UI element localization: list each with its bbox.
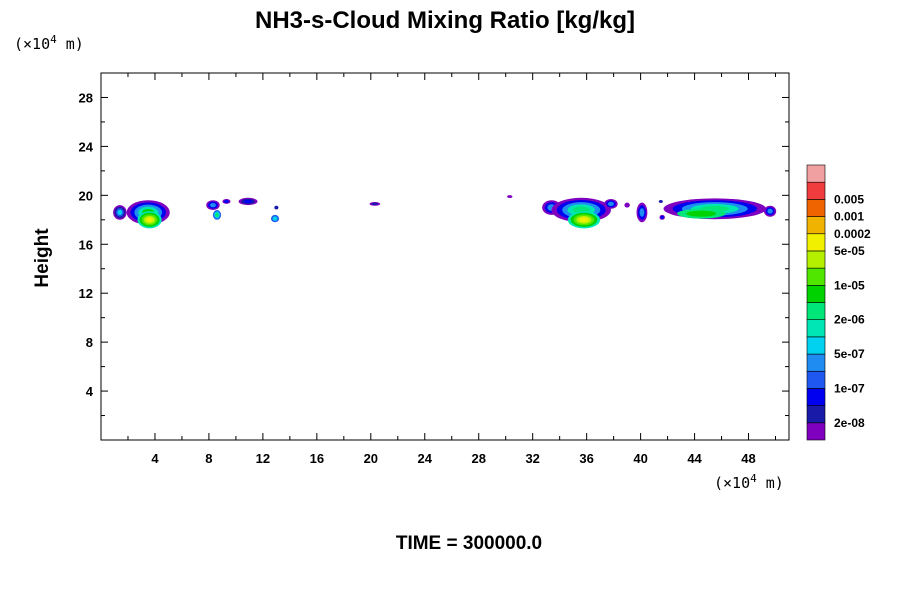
- cloud-blob: [113, 205, 127, 220]
- colorbar-swatch: [806, 181, 826, 200]
- contour-level-4: [639, 208, 645, 217]
- cloud-blob: [274, 205, 279, 210]
- cloud-blob: [567, 211, 601, 229]
- contour-level-0: [624, 202, 630, 208]
- x-tick-label: 20: [364, 451, 378, 466]
- colorbar-label: 0.0002: [834, 227, 871, 241]
- x-tick-label: 40: [633, 451, 647, 466]
- x-tick-label: 16: [310, 451, 324, 466]
- contour-level-1: [274, 205, 279, 210]
- cloud-blob: [507, 195, 513, 199]
- contour-level-11: [146, 217, 154, 223]
- contour-level-0: [507, 195, 513, 199]
- colorbar-swatch: [806, 336, 826, 355]
- contour-level-8: [686, 210, 717, 217]
- y-tick-label: 4: [86, 384, 94, 399]
- colorbar-label: 0.005: [834, 192, 864, 206]
- cloud-blob: [270, 214, 280, 223]
- contour-level-11: [579, 217, 589, 223]
- colorbar-label: 2e-06: [834, 313, 865, 327]
- y-tick-label: 16: [79, 237, 93, 252]
- colorbar-swatch: [806, 422, 826, 441]
- colorbar-swatch: [806, 388, 826, 406]
- y-axis: 4 8 12 16 20 24 28: [79, 90, 789, 417]
- cloud-blob: [659, 214, 665, 220]
- colorbar-swatch: [806, 285, 826, 303]
- x-tick-label: 12: [256, 451, 270, 466]
- cloud-blob: [636, 202, 648, 223]
- x-unit-label: (×104 m): [714, 472, 784, 492]
- colorbar-swatch: [806, 267, 826, 286]
- contour-level-4: [607, 201, 614, 207]
- cloud-blob: [624, 202, 630, 208]
- contour-level-1: [371, 202, 379, 206]
- colorbar-swatch: [806, 405, 826, 424]
- colorbar-swatch: [806, 302, 826, 320]
- colorbar-label: 2e-08: [834, 416, 865, 430]
- y-axis-title: Height: [32, 228, 53, 288]
- cloud-blob: [369, 202, 381, 206]
- cloud-blob: [658, 199, 663, 203]
- colorbar-swatch: [806, 353, 826, 372]
- x-tick-label: 24: [418, 451, 433, 466]
- contour-level-1: [658, 199, 663, 203]
- contour-level-5: [117, 209, 123, 216]
- cloud-blob: [222, 199, 231, 204]
- colorbar-label: 1e-05: [834, 278, 865, 292]
- contour-level-2: [660, 215, 664, 219]
- cloud-blob: [677, 208, 726, 219]
- colorbar-swatch: [806, 233, 826, 252]
- cloud-blob: [764, 205, 777, 217]
- colorbar-swatch: [806, 164, 826, 183]
- y-tick-label: 24: [79, 139, 94, 154]
- colorbar-swatch: [806, 370, 826, 389]
- contour-level-7: [215, 212, 219, 218]
- colorbar-swatch: [806, 250, 826, 269]
- cloud-blob: [212, 210, 222, 220]
- x-tick-label: 28: [471, 451, 485, 466]
- x-tick-label: 8: [205, 451, 212, 466]
- cloud-blob: [238, 197, 258, 206]
- cloud-blob: [206, 200, 220, 211]
- y-tick-label: 28: [79, 90, 93, 105]
- cloud-blob: [604, 199, 618, 209]
- colorbar-swatch: [806, 216, 826, 235]
- colorbar-swatch: [806, 199, 826, 217]
- y-unit-label: (×104 m): [14, 33, 84, 53]
- x-tick-label: 32: [525, 451, 539, 466]
- contour-level-4: [767, 208, 773, 214]
- colorbar-label: 1e-07: [834, 381, 865, 395]
- x-tick-label: 4: [151, 451, 159, 466]
- x-tick-label: 36: [579, 451, 593, 466]
- y-tick-label: 12: [79, 286, 93, 301]
- colorbar-label: 5e-07: [834, 347, 865, 361]
- y-tick-label: 20: [79, 188, 93, 203]
- time-label: TIME = 300000.0: [396, 533, 542, 554]
- x-tick-label: 48: [741, 451, 755, 466]
- contour-level-2: [243, 199, 253, 204]
- cloud-blob: [137, 211, 162, 229]
- colorbar-swatch: [806, 319, 826, 338]
- contour-level-2: [223, 199, 229, 203]
- colorbar-label: 5e-05: [834, 244, 865, 258]
- colorbar-label: 0.001: [834, 210, 864, 224]
- chart-title: NH3-s-Cloud Mixing Ratio [kg/kg]: [255, 7, 635, 34]
- plot-frame: [100, 72, 790, 441]
- y-tick-label: 8: [86, 335, 93, 350]
- colorbar: 2e-08 1e-07 5e-07 2e-06 1e-05 5e-05 0.0002 0.00…: [806, 164, 871, 441]
- contour-level-5: [272, 216, 278, 221]
- contour-level-4: [209, 202, 216, 208]
- cloud-field: [113, 195, 777, 229]
- x-axis: 4 8 12 16 20 24 28 32 36 40 44 48: [127, 73, 777, 466]
- x-tick-label: 44: [687, 451, 702, 466]
